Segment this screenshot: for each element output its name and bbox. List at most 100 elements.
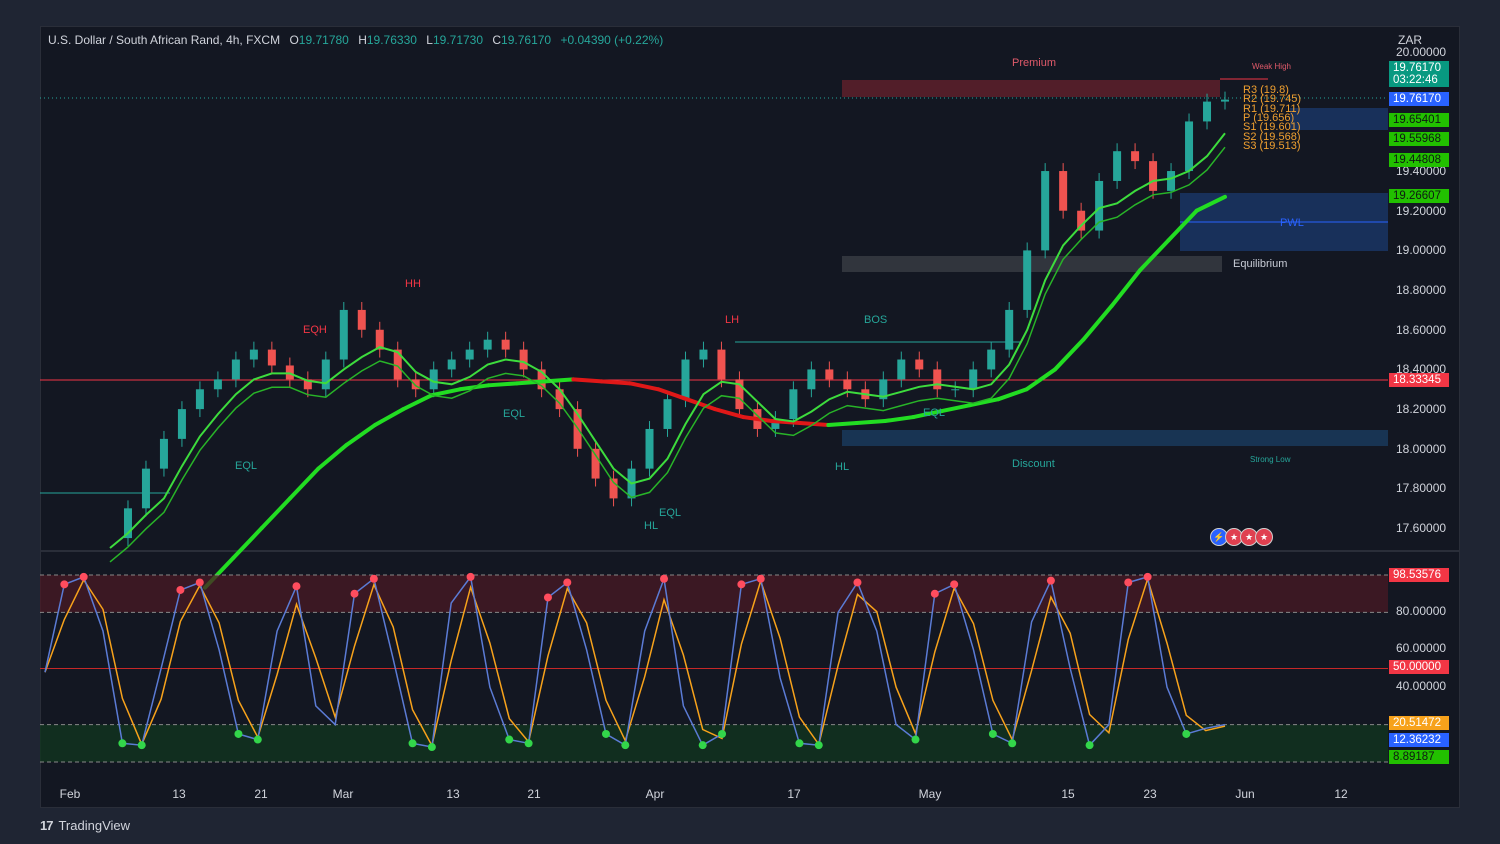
candle-body <box>267 349 276 366</box>
candle-body <box>1059 171 1068 211</box>
candle-body <box>681 359 690 400</box>
pivot-level-label: R3 (19.8) <box>1243 84 1289 96</box>
candle-body <box>1077 210 1086 231</box>
candle-body <box>483 339 492 350</box>
candle-body <box>825 369 834 380</box>
pivot-level-label: S2 (19.568) <box>1243 130 1301 143</box>
ema-slow-segment <box>996 387 1029 402</box>
overbought-dot <box>195 578 204 587</box>
overbought-dot <box>79 572 88 581</box>
osc-axis-label: 40.00000 <box>1396 679 1447 693</box>
pivot-level-label: R2 (19.745) <box>1243 93 1302 106</box>
candle-body <box>177 409 186 439</box>
close-label: C <box>492 33 502 47</box>
equilibrium-label: Equilibrium <box>1233 258 1288 270</box>
candle-body <box>1203 101 1212 122</box>
candle-body <box>1149 161 1158 191</box>
oversold-dot <box>408 739 417 748</box>
ema-slow-segment <box>571 377 604 384</box>
candle-body <box>357 309 366 330</box>
time-axis-label: 21 <box>254 787 268 801</box>
ema-slow-segment <box>713 407 746 420</box>
time-axis-label: Jun <box>1235 787 1255 801</box>
discount-zone <box>842 430 1388 446</box>
candle-body <box>465 349 474 360</box>
symbol-header: U.S. Dollar / South African Rand, 4h, FX… <box>48 33 663 47</box>
pivot-level-label: P (19.656) <box>1243 111 1295 124</box>
candle-body <box>303 379 312 390</box>
ema-slow-segment <box>1138 238 1171 273</box>
open-label: O <box>289 33 299 47</box>
price-axis-label: 18.80000 <box>1396 283 1447 298</box>
candle-body <box>807 369 816 390</box>
overbought-zone <box>40 575 1388 613</box>
candle-body <box>789 389 798 420</box>
eqh-label: EQH <box>303 324 327 336</box>
candle-body <box>1005 309 1014 350</box>
price-tag: 18.33345 <box>1389 373 1449 387</box>
candle-body <box>1023 250 1032 310</box>
candle-body <box>195 389 204 410</box>
candle-body <box>591 448 600 479</box>
tradingview-brand[interactable]: 17 TradingView <box>40 818 130 833</box>
overbought-dot <box>930 589 939 598</box>
candle-body <box>519 349 528 370</box>
time-axis-label: Feb <box>59 787 81 801</box>
candle-body <box>231 359 240 380</box>
ema-slow-segment <box>1024 367 1057 392</box>
overbought-dot <box>176 585 185 594</box>
us-flag-icon[interactable]: ★ <box>1225 528 1243 546</box>
candle-body <box>1167 171 1176 191</box>
event-badges[interactable]: ⚡ ★ ★ ★ <box>1210 528 1273 546</box>
osc-tag: 50.00000 <box>1389 660 1449 674</box>
candle-body <box>501 339 510 350</box>
price-tag: 19.76170 <box>1389 92 1449 106</box>
symbol-title[interactable]: U.S. Dollar / South African Rand, 4h, FX… <box>48 33 281 47</box>
lh-label: LH <box>725 314 740 326</box>
ema-slow-segment <box>684 397 717 412</box>
candle-body <box>555 389 564 410</box>
candle-body <box>879 379 888 400</box>
brand-name: TradingView <box>58 818 131 833</box>
price-axis-label: 18.40000 <box>1396 362 1447 377</box>
ema-slow-segment <box>231 526 264 560</box>
candle-body <box>933 369 942 390</box>
oversold-dot <box>621 741 630 750</box>
price-tag: 19.65401 <box>1389 113 1449 127</box>
candle-body <box>843 379 852 390</box>
hl-label: HL <box>644 520 659 532</box>
candle-body <box>915 359 924 370</box>
high-label: H <box>358 33 367 47</box>
time-axis-label: 21 <box>527 787 541 801</box>
ema-slow-segment <box>599 379 632 386</box>
osc-tag: 98.53576 <box>1389 568 1449 582</box>
candle-body <box>375 329 384 350</box>
oversold-dot <box>1085 741 1094 750</box>
oversold-dot <box>911 735 920 744</box>
eql-label: EQL <box>923 407 946 419</box>
time-axis-label: 13 <box>446 787 460 801</box>
tradingview-logo-icon: 17 <box>40 818 54 833</box>
ema-slow-segment <box>939 403 972 414</box>
change-value: +0.04390 (+0.22%) <box>560 33 664 47</box>
ema-slow-segment <box>656 387 689 402</box>
time-axis-label: 15 <box>1061 787 1075 801</box>
time-axis-label: Apr <box>645 787 665 801</box>
ema-slow-segment <box>769 419 802 426</box>
overbought-dot <box>563 578 572 587</box>
candle-body <box>987 349 996 370</box>
us-flag-icon[interactable]: ★ <box>1255 528 1273 546</box>
candle-body <box>951 389 960 391</box>
ema-slow-segment <box>288 466 321 501</box>
overbought-dot <box>756 574 765 583</box>
time-axis-label: 13 <box>172 787 186 801</box>
ema-mid-line <box>109 146 1226 563</box>
overbought-dot <box>1143 572 1152 581</box>
price-axis-label: 20.00000 <box>1396 45 1447 59</box>
overbought-dot <box>1046 576 1055 585</box>
low-label: L <box>426 33 433 47</box>
candle-body <box>1041 171 1050 251</box>
ema-slow-segment <box>1053 337 1086 372</box>
osc-axis-label: 80.00000 <box>1396 604 1447 618</box>
